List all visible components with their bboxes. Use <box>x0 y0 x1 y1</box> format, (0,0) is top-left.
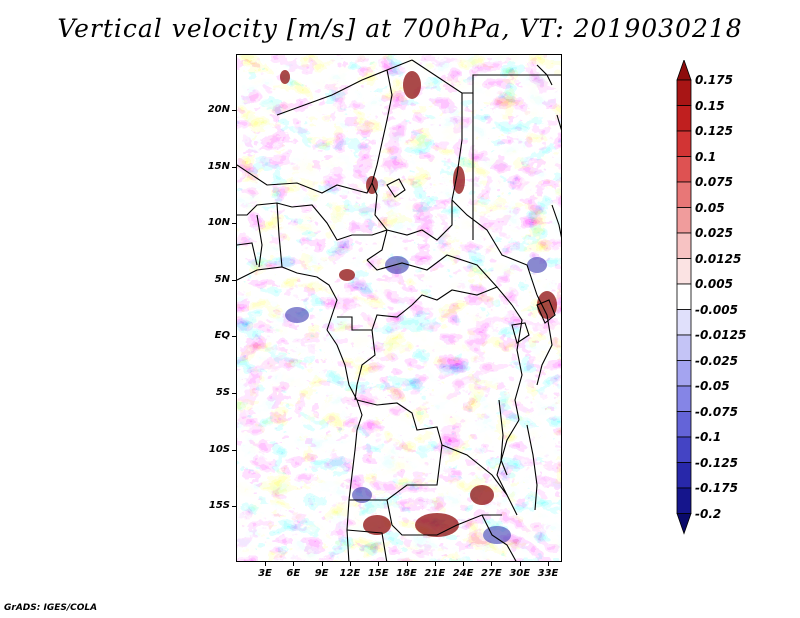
lon-tick <box>491 562 493 566</box>
colorbar-label: -0.175 <box>695 481 738 495</box>
lat-tick <box>232 336 236 338</box>
colorbar-cell <box>676 207 692 234</box>
lon-tick <box>519 562 521 566</box>
colorbar-label: 0.15 <box>695 98 725 113</box>
colorbar-cell <box>676 309 692 336</box>
lat-tick <box>232 166 236 168</box>
colorbar-label: -0.005 <box>695 302 738 317</box>
lon-tick <box>265 562 266 566</box>
colorbar-label: -0.1 <box>695 430 722 444</box>
lon-tick <box>548 562 549 566</box>
lat-label: 15N <box>207 160 230 172</box>
updraft-patches <box>280 70 557 537</box>
colorbar-label: -0.2 <box>695 506 722 521</box>
lon-label: 18E <box>396 568 417 579</box>
lon-label: 3E <box>258 568 272 579</box>
colorbar-label: -0.075 <box>695 404 738 419</box>
lat-label: EQ <box>214 330 230 342</box>
colorbar-label: 0.025 <box>695 226 733 240</box>
lon-label: 15E <box>367 568 389 579</box>
colorbar-cell <box>676 232 692 259</box>
lon-tick <box>378 562 380 566</box>
colorbar-cell <box>676 436 692 463</box>
lon-tick <box>406 562 408 566</box>
lat-tick <box>232 449 236 451</box>
lat-label: 10N <box>207 217 230 229</box>
lon-label: 21E <box>424 568 446 579</box>
lat-label: 15S <box>208 500 230 512</box>
colorbar-label: -0.05 <box>695 379 730 393</box>
lat-label: 5S <box>215 387 230 398</box>
colorbar-cell <box>676 105 692 132</box>
lat-label: 10S <box>208 443 230 455</box>
colorbar-cell <box>676 130 692 157</box>
lon-label: 6E <box>286 568 301 579</box>
colorbar-bottom-arrow <box>676 513 692 535</box>
colorbar-cell <box>676 79 692 106</box>
colorbar-cell <box>676 462 692 489</box>
colorbar-label: 0.125 <box>695 124 733 138</box>
country-borders <box>237 59 561 561</box>
lon-tick <box>463 562 465 566</box>
velocity-field-detail <box>237 55 561 561</box>
vertical-velocity-map <box>237 55 561 561</box>
map-panel <box>236 54 562 562</box>
lat-tick <box>232 393 236 394</box>
colorbar-cell <box>676 487 692 514</box>
colorbar-label: -0.125 <box>695 455 738 470</box>
credit-text: GrADS: IGES/COLA <box>4 603 98 613</box>
colorbar-cell <box>676 156 692 183</box>
lon-tick <box>321 562 323 566</box>
lon-tick <box>434 562 436 566</box>
chart-title: Vertical velocity [m/s] at 700hPa, VT: 2… <box>57 14 743 43</box>
lon-label: 12E <box>339 568 361 579</box>
lat-tick <box>232 506 236 508</box>
lon-tick <box>349 562 351 566</box>
colorbar-cell <box>676 411 692 438</box>
colorbar-label: 0.075 <box>695 175 733 189</box>
lon-label: 27E <box>481 568 502 579</box>
lon-label: 9E <box>314 568 329 579</box>
colorbar <box>676 60 692 535</box>
colorbar-top-arrow <box>676 60 692 81</box>
lon-label: 30E <box>509 568 531 579</box>
lon-label: 33E <box>537 568 559 579</box>
colorbar-label: 0.005 <box>695 277 733 291</box>
colorbar-label: 0.0125 <box>695 251 742 266</box>
colorbar-label: -0.0125 <box>695 328 747 342</box>
lat-label: 5N <box>214 273 230 285</box>
lon-tick <box>293 562 295 566</box>
colorbar-label: 0.05 <box>695 200 725 215</box>
coastline-ne <box>536 64 561 238</box>
colorbar-label: 0.1 <box>695 149 717 164</box>
colorbar-cell <box>676 283 692 310</box>
lat-tick <box>232 223 236 225</box>
colorbar-cell <box>676 258 692 285</box>
colorbar-cell <box>676 360 692 387</box>
colorbar-label: 0.175 <box>695 73 733 87</box>
lon-label: 24E <box>452 568 474 579</box>
lat-label: 20N <box>207 104 230 115</box>
colorbar-label: -0.025 <box>695 353 738 368</box>
colorbar-cell <box>676 334 692 361</box>
colorbar-cell <box>676 385 692 412</box>
lat-tick <box>232 110 236 111</box>
colorbar-cell <box>676 181 692 208</box>
lat-tick <box>232 279 236 281</box>
